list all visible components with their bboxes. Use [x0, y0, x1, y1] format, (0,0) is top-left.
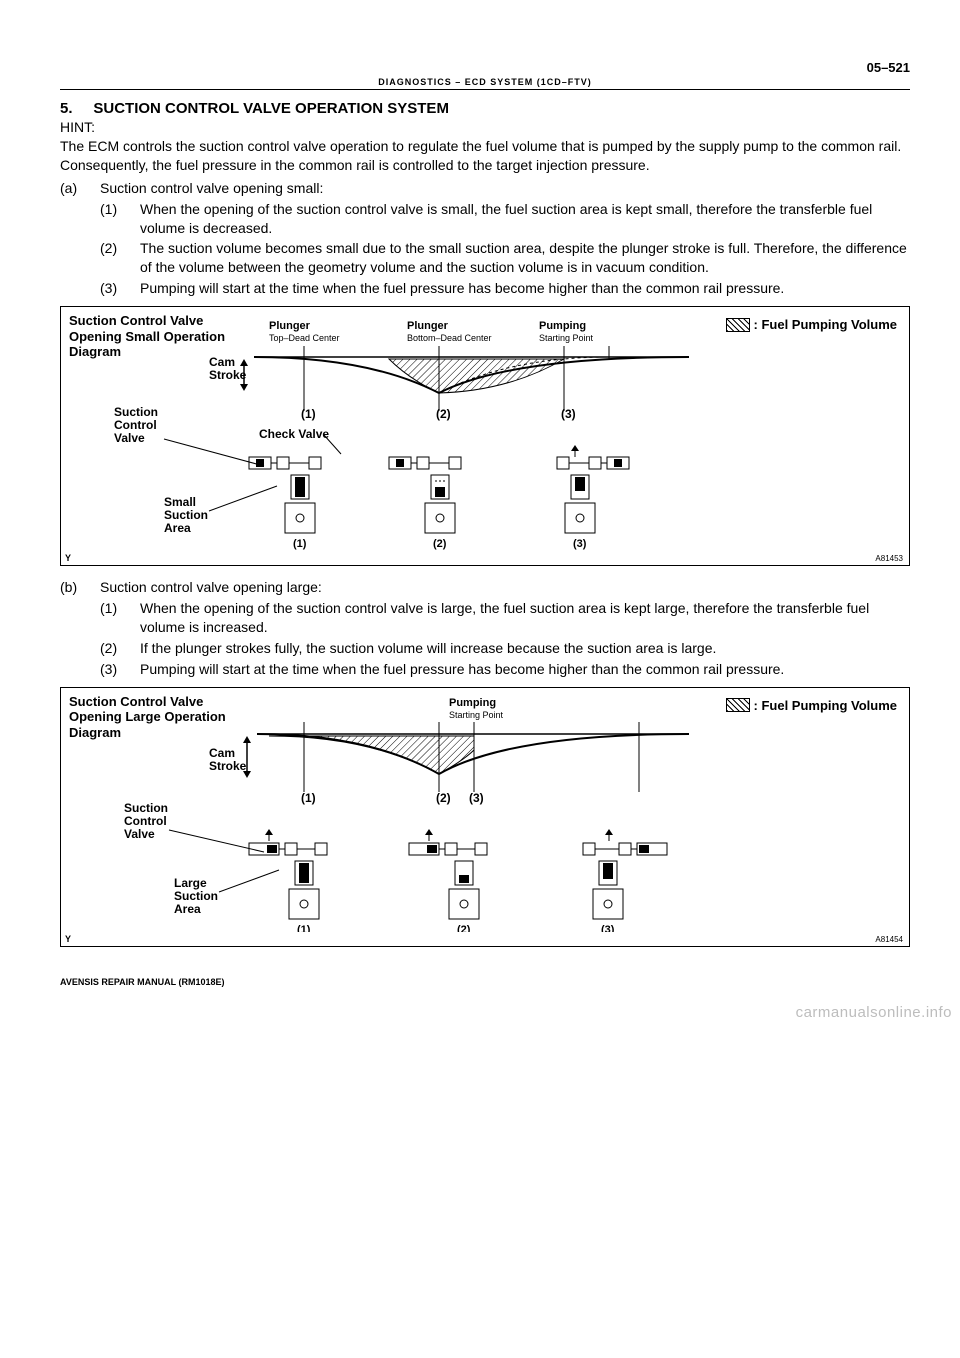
diagram-code: A81454	[875, 935, 903, 944]
diagram-y-marker: Y	[65, 553, 71, 563]
intro-paragraph: The ECM controls the suction control val…	[60, 137, 910, 175]
svg-text:Cam: Cam	[209, 746, 235, 760]
svg-text:Pumping: Pumping	[449, 697, 496, 709]
svg-text:Suction: Suction	[164, 508, 208, 522]
svg-text:Plunger: Plunger	[407, 320, 449, 332]
watermark: carmanualsonline.info	[796, 1004, 952, 1021]
diagram-code: A81453	[875, 554, 903, 563]
svg-text:(3): (3)	[601, 924, 615, 932]
svg-text:Stroke: Stroke	[209, 368, 247, 382]
svg-text:Control: Control	[114, 418, 157, 432]
svg-text:(3): (3)	[573, 538, 587, 550]
svg-text:Stroke: Stroke	[209, 759, 247, 773]
svg-text:Valve: Valve	[114, 431, 145, 445]
svg-text:Valve: Valve	[124, 827, 155, 841]
diagram-svg: Plunger Top–Dead Center Plunger Bottom–D…	[69, 311, 889, 551]
svg-text:Plunger: Plunger	[269, 320, 311, 332]
diagram-large-opening: Suction Control Valve Opening Large Oper…	[60, 687, 910, 947]
list-item-a: (a) Suction control valve opening small:	[60, 179, 910, 198]
svg-text:(2): (2)	[436, 407, 451, 421]
footer-text: AVENSIS REPAIR MANUAL (RM1018E)	[60, 977, 910, 987]
list-item-a3: (3) Pumping will start at the time when …	[60, 279, 910, 298]
svg-text:Control: Control	[124, 814, 167, 828]
list-item-b3: (3) Pumping will start at the time when …	[60, 660, 910, 679]
list-text: When the opening of the suction control …	[140, 599, 910, 637]
svg-text:Suction: Suction	[114, 405, 158, 419]
list-item-a2: (2) The suction volume becomes small due…	[60, 239, 910, 277]
svg-text:Starting Point: Starting Point	[539, 333, 594, 343]
list-marker: (2)	[100, 639, 140, 658]
list-marker: (3)	[100, 660, 140, 679]
hint-label: HINT:	[60, 119, 910, 135]
svg-text:(2): (2)	[433, 538, 447, 550]
svg-text:Small: Small	[164, 495, 196, 509]
diagram-small-opening: Suction Control Valve Opening Small Oper…	[60, 306, 910, 566]
list-marker: (2)	[100, 239, 140, 277]
svg-text:(1): (1)	[297, 924, 311, 932]
svg-text:(1): (1)	[301, 791, 316, 805]
list-item-a1: (1) When the opening of the suction cont…	[60, 200, 910, 238]
svg-text:Bottom–Dead Center: Bottom–Dead Center	[407, 333, 492, 343]
svg-text:Top–Dead Center: Top–Dead Center	[269, 333, 340, 343]
list-item-b: (b) Suction control valve opening large:	[60, 578, 910, 597]
list-marker: (a)	[60, 179, 100, 198]
list-text: If the plunger strokes fully, the suctio…	[140, 639, 716, 658]
svg-text:(1): (1)	[293, 538, 307, 550]
list-text: Pumping will start at the time when the …	[140, 660, 784, 679]
svg-text:Starting Point: Starting Point	[449, 710, 504, 720]
svg-text:Cam: Cam	[209, 355, 235, 369]
diagram-svg: Pumping Starting Point Cam Stroke Suctio…	[69, 692, 889, 932]
svg-text:(1): (1)	[301, 407, 316, 421]
svg-text:(3): (3)	[469, 791, 484, 805]
diagram-y-marker: Y	[65, 934, 71, 944]
svg-text:Area: Area	[164, 521, 191, 535]
list-text: Suction control valve opening large:	[100, 578, 322, 597]
list-item-b1: (1) When the opening of the suction cont…	[60, 599, 910, 637]
list-text: When the opening of the suction control …	[140, 200, 910, 238]
list-item-b2: (2) If the plunger strokes fully, the su…	[60, 639, 910, 658]
svg-text:Suction: Suction	[174, 889, 218, 903]
list-marker: (3)	[100, 279, 140, 298]
svg-text:Pumping: Pumping	[539, 320, 586, 332]
svg-text:Large: Large	[174, 876, 207, 890]
svg-text:Area: Area	[174, 902, 201, 916]
list-text: Suction control valve opening small:	[100, 179, 323, 198]
list-marker: (b)	[60, 578, 100, 597]
section-title-text: SUCTION CONTROL VALVE OPERATION SYSTEM	[93, 100, 449, 117]
section-number: 5.	[60, 100, 73, 117]
header-breadcrumb: DIAGNOSTICS – ECD SYSTEM (1CD–FTV)	[60, 77, 910, 90]
svg-text:(3): (3)	[561, 407, 576, 421]
list-marker: (1)	[100, 599, 140, 637]
svg-text:Check Valve: Check Valve	[259, 427, 329, 441]
list-text: Pumping will start at the time when the …	[140, 279, 784, 298]
list-marker: (1)	[100, 200, 140, 238]
svg-text:(2): (2)	[436, 791, 451, 805]
svg-text:Suction: Suction	[124, 801, 168, 815]
page-number: 05–521	[60, 60, 910, 75]
svg-text:(2): (2)	[457, 924, 471, 932]
list-text: The suction volume becomes small due to …	[140, 239, 910, 277]
section-heading: 5. SUCTION CONTROL VALVE OPERATION SYSTE…	[60, 100, 910, 117]
